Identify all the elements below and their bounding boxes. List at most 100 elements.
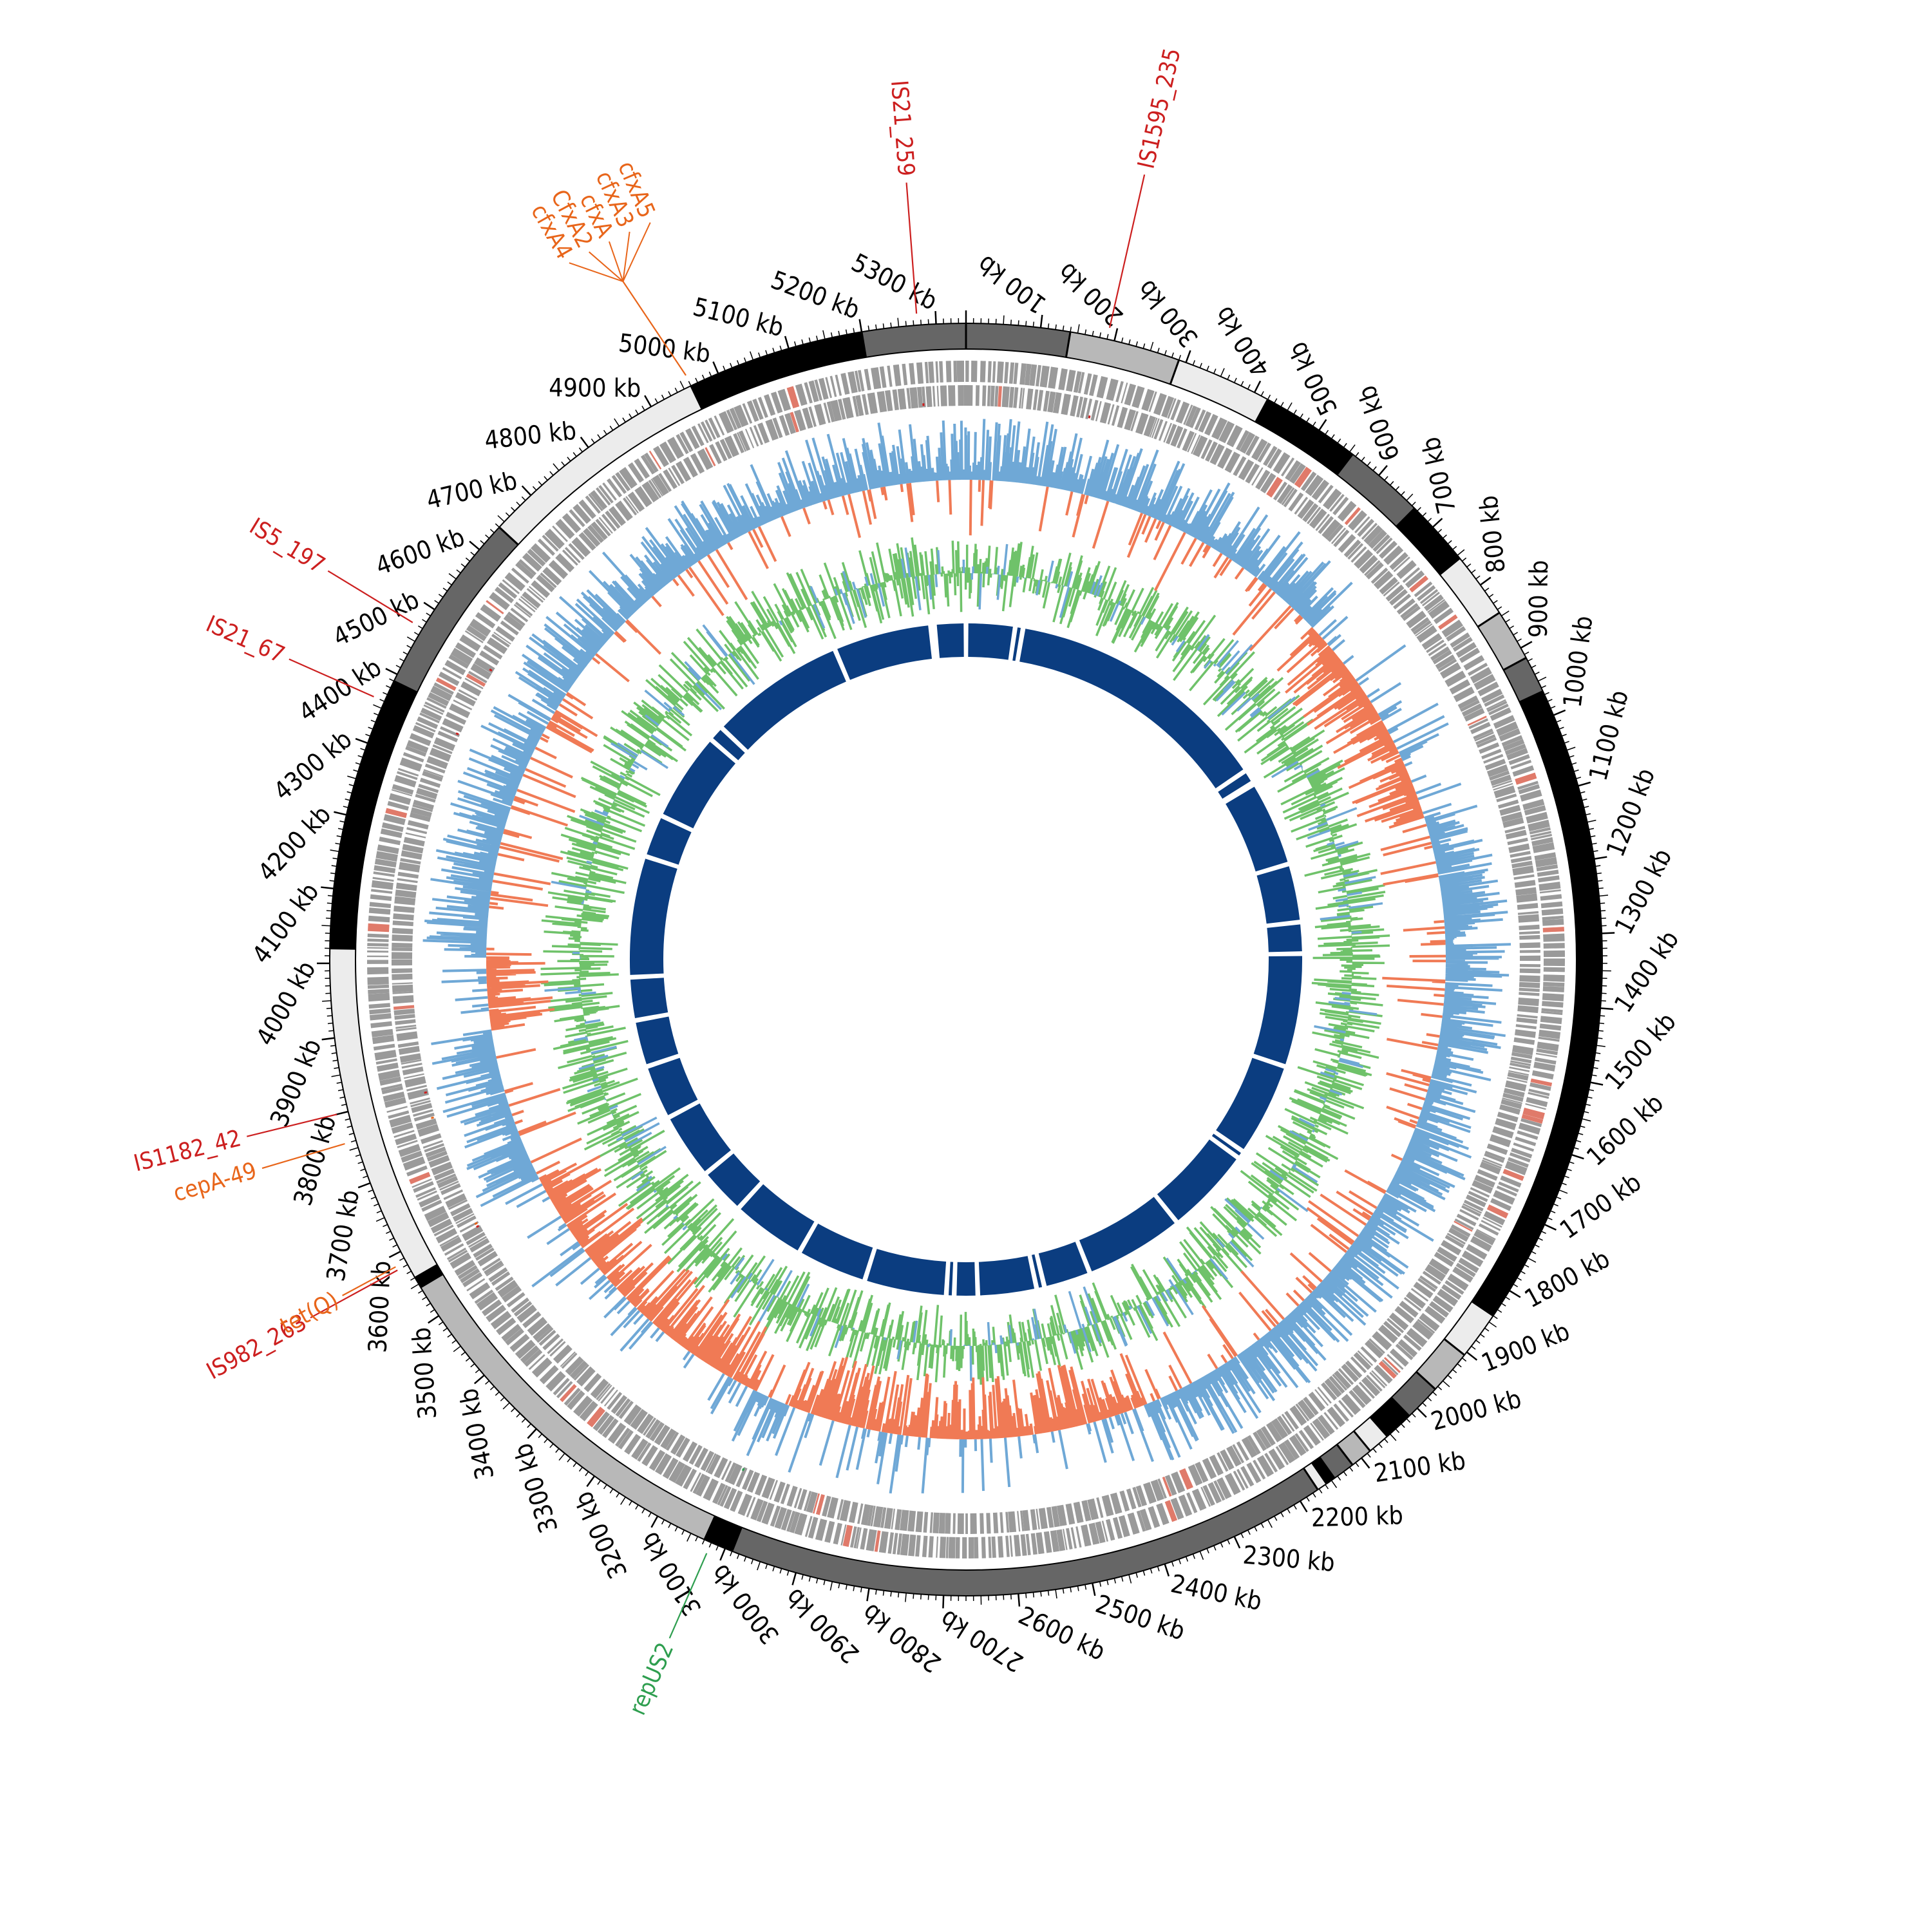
annotation-leader <box>247 1113 337 1137</box>
minor-tick <box>1569 1161 1575 1164</box>
cds-reverse-gene <box>1379 576 1398 595</box>
cds-forward-gene <box>1502 739 1525 752</box>
cds-reverse-gene <box>671 464 685 484</box>
cds-reverse-gene <box>623 497 638 516</box>
cds-reverse-gene <box>393 1005 415 1010</box>
cds-reverse-gene <box>948 385 956 406</box>
minor-tick <box>1003 315 1005 325</box>
cds-forward-gene <box>428 692 450 706</box>
cds-reverse-gene <box>1017 1511 1021 1532</box>
contig-segment <box>1312 1457 1335 1484</box>
cds-reverse-gene <box>1432 650 1452 665</box>
minor-tick <box>1561 734 1567 737</box>
cds-reverse-gene <box>827 1497 838 1519</box>
cds-reverse-gene <box>449 703 471 719</box>
cds-forward-gene <box>752 399 764 420</box>
synteny-block <box>1267 924 1302 952</box>
cds-reverse-gene <box>1416 625 1437 643</box>
cds-reverse-gene <box>1318 516 1334 535</box>
major-tick <box>650 1515 659 1528</box>
cds-forward-gene <box>374 858 397 867</box>
cds-reverse-gene <box>437 1176 459 1189</box>
minor-tick <box>730 363 733 368</box>
cds-forward-gene <box>855 370 861 392</box>
cds-forward-gene <box>1185 405 1198 427</box>
cds-reverse-gene <box>1426 639 1444 653</box>
minor-tick <box>609 1488 614 1493</box>
cds-forward-gene <box>697 423 709 444</box>
minor-tick <box>370 719 376 723</box>
minor-tick <box>489 529 495 533</box>
cds-reverse-gene <box>665 1432 679 1451</box>
cds-forward-gene <box>1409 575 1429 592</box>
minor-tick <box>532 486 537 491</box>
cds-forward-gene <box>1533 1061 1556 1072</box>
cds-reverse-gene <box>1454 1220 1473 1232</box>
cds-forward-gene <box>371 889 393 894</box>
cds-forward-gene <box>430 1218 453 1234</box>
minor-tick <box>1432 1391 1437 1396</box>
cds-forward-gene <box>637 1442 652 1462</box>
contig-boundary <box>414 1264 438 1279</box>
cds-reverse-gene <box>395 889 417 898</box>
minor-tick <box>447 1334 452 1338</box>
cds-forward-gene <box>1542 1001 1564 1008</box>
cds-reverse-gene <box>417 1124 439 1137</box>
minor-tick <box>1556 719 1562 723</box>
cds-forward-gene <box>1357 518 1374 537</box>
cds-forward-gene <box>388 1110 410 1119</box>
cds-reverse-gene <box>583 527 601 547</box>
cds-reverse-gene <box>560 1351 576 1367</box>
cds-reverse-gene <box>1410 617 1430 632</box>
cds-reverse-gene <box>555 553 575 573</box>
minor-tick <box>321 925 331 927</box>
minor-tick <box>620 1497 626 1505</box>
cds-forward-gene <box>371 1028 393 1037</box>
cds-reverse-gene <box>391 959 412 966</box>
cds-forward-gene <box>1515 1136 1537 1146</box>
major-tick <box>469 540 480 551</box>
cds-forward-gene <box>498 582 518 599</box>
cds-forward-gene <box>1470 1236 1492 1252</box>
cds-forward-gene <box>1164 1500 1178 1522</box>
tick-label: 3600 kb <box>363 1260 397 1354</box>
minor-tick <box>1591 842 1597 845</box>
cds-forward-gene <box>789 1511 800 1533</box>
cds-forward-gene <box>1191 1488 1207 1511</box>
minor-tick <box>1171 1561 1174 1567</box>
cds-forward-gene <box>402 1156 426 1171</box>
cds-reverse-gene <box>1493 785 1516 799</box>
minor-tick <box>609 426 614 431</box>
minor-tick <box>1240 1533 1244 1539</box>
cds-reverse-gene <box>1489 770 1510 781</box>
cds-forward-gene <box>1538 875 1560 883</box>
cds-reverse-gene <box>857 1503 864 1524</box>
cds-reverse-gene <box>433 737 455 752</box>
minor-tick <box>1032 1592 1035 1598</box>
cds-reverse-gene <box>462 1225 484 1242</box>
annotation-inner-mark <box>489 668 493 672</box>
cds-reverse-gene <box>641 481 659 503</box>
cds-reverse-gene <box>1511 1052 1533 1059</box>
cds-forward-gene <box>1273 452 1291 474</box>
cds-reverse-gene <box>1393 593 1412 610</box>
contig-boundary <box>1353 1430 1371 1452</box>
minor-tick <box>1578 1132 1584 1135</box>
cds-reverse-gene <box>1260 1426 1276 1446</box>
cds-reverse-gene <box>1061 393 1072 415</box>
cds-reverse-gene <box>1512 865 1534 876</box>
cds-forward-gene <box>1543 950 1565 958</box>
cds-reverse-gene <box>1507 1072 1529 1081</box>
cds-forward-gene <box>1183 404 1193 425</box>
cds-reverse-gene <box>1505 829 1527 840</box>
cds-reverse-gene <box>424 763 446 774</box>
cds-reverse-gene <box>1307 506 1321 524</box>
cds-reverse-gene <box>652 475 669 496</box>
cds-reverse-gene <box>1354 549 1374 569</box>
cds-forward-gene <box>476 1292 498 1311</box>
cds-forward-gene <box>700 421 713 442</box>
cds-forward-gene <box>1374 1365 1393 1384</box>
cds-reverse-gene <box>439 1180 459 1191</box>
cds-forward-gene <box>1541 1008 1563 1013</box>
cds-reverse-gene <box>676 460 691 482</box>
